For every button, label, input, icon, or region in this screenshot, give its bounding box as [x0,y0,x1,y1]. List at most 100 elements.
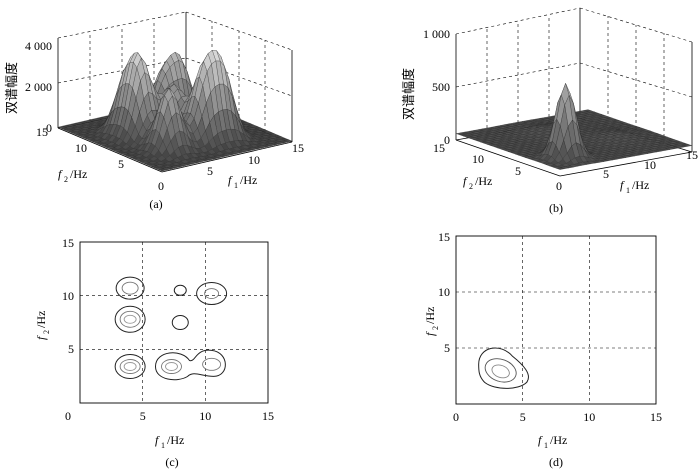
panel-d-xtick-0: 0 [453,410,459,424]
svg-text:f: f [538,433,543,447]
panel-c-ytick-1: 10 [62,289,74,303]
panel-b-xtick-2: 15 [686,148,698,162]
contour-line [114,305,146,333]
svg-text:/Hz: /Hz [475,174,492,188]
svg-text:1: 1 [626,186,630,195]
panel-b-ylabel: f 2 /Hz [463,174,492,191]
panel-d: 0 5 10 15 5 10 15 f 1 /Hz f 2 /Hz (d) [423,230,662,469]
contour-line [119,359,141,374]
panel-a-ztick-1: 2 000 [25,80,52,94]
contour-line [123,362,137,371]
panel-c-xtick-0: 0 [65,409,71,423]
svg-text:/Hz: /Hz [34,311,48,328]
panel-d-ytick-0: 5 [444,341,450,355]
panel-a-ztick-2: 4 000 [25,39,52,53]
panel-a-xlabel: f 1 /Hz [228,173,257,190]
surface-facet [556,167,565,170]
panel-d-frame [455,235,657,405]
panel-d-xtick-1: 5 [520,410,526,424]
contour-line [196,282,228,306]
panel-a-xtick-0: 5 [207,164,213,178]
panel-b-xtick-0: 5 [603,167,609,181]
panel-d-ylabel: f 2 /Hz [423,307,440,336]
panel-a-surface [57,50,293,172]
panel-d-xtick-2: 10 [583,410,595,424]
panel-b-ytick-3: 15 [433,141,445,155]
panel-a-xtick-1: 10 [248,153,260,167]
panel-c-contours [114,276,228,381]
contour-line [491,364,510,379]
contour-line [202,357,222,371]
svg-text:/Hz: /Hz [240,173,257,187]
svg-text:2: 2 [431,326,440,330]
panel-c-ytick-0: 5 [68,342,74,356]
panel-c-ytick-2: 15 [62,236,74,250]
svg-text:f: f [620,178,625,192]
svg-text:/Hz: /Hz [70,167,87,181]
panel-b-grid [455,7,693,143]
panel-b-ytick-0: 0 [556,179,562,193]
contour-line [161,359,182,374]
surface-facet [158,168,167,172]
panel-a-zlabel: 双谱幅度 [4,62,20,114]
svg-text:f: f [463,174,468,188]
svg-text:2: 2 [64,175,68,184]
contour-line [165,362,178,371]
panel-a-ytick-1: 5 [118,157,124,171]
panel-d-contours [478,347,529,389]
panel-d-grid [456,236,656,404]
panel-a-ytick-0: 0 [158,179,164,193]
svg-text:/Hz: /Hz [550,433,567,447]
panel-d-ytick-2: 15 [438,230,450,244]
panel-b-ytick-1: 5 [515,164,521,178]
panel-c-xtick-2: 10 [199,409,211,423]
panel-c: 0 5 10 15 5 10 15 f 1 /Hz f 2 /Hz (c) [34,236,274,469]
panel-a: 0 2 000 4 000 双谱幅度 15 10 5 0 5 10 15 f 2… [4,11,304,211]
panel-d-xlabel: f 1 /Hz [538,433,567,450]
svg-text:1: 1 [544,441,548,450]
panel-b-xtick-1: 10 [644,158,656,172]
panel-a-ytick-3: 15 [36,125,48,139]
contour-line [154,349,226,381]
contour-line [484,358,517,383]
panel-c-grid [80,242,268,403]
contour-line [115,276,145,300]
panel-a-xtick-2: 15 [292,141,304,155]
panel-b-ztick-1: 500 [432,80,450,94]
panel-d-ytick-1: 10 [438,285,450,299]
panel-d-xtick-3: 15 [650,410,662,424]
panel-c-ylabel: f 2 /Hz [34,311,51,340]
svg-text:/Hz: /Hz [632,178,649,192]
panel-a-caption: (a) [149,197,162,211]
svg-text:2: 2 [469,182,473,191]
panel-b-ztick-0: 0 [444,133,450,147]
contour-line [171,315,189,330]
panel-b: 0 500 1 000 双谱幅度 15 10 5 0 5 10 15 f 2 /… [401,7,698,215]
svg-text:f: f [58,167,63,181]
contour-line [121,281,139,295]
svg-text:1: 1 [234,181,238,190]
svg-text:1: 1 [161,441,165,450]
panel-d-caption: (d) [549,455,563,469]
panel-b-zlabel: 双谱幅度 [401,68,417,120]
panel-c-caption: (c) [165,455,178,469]
svg-text:f: f [423,331,437,336]
contour-line [478,347,529,389]
contour-line [173,284,187,296]
svg-text:/Hz: /Hz [167,433,184,447]
panel-c-xtick-3: 15 [262,409,274,423]
svg-text:f: f [228,173,233,187]
contour-line [119,310,141,328]
panel-c-xlabel: f 1 /Hz [155,433,184,450]
svg-text:2: 2 [42,330,51,334]
contour-line [114,354,146,380]
contour-line [204,288,220,299]
panel-b-xlabel: f 1 /Hz [620,178,649,195]
panel-a-ytick-2: 10 [75,141,87,155]
panel-a-ylabel: f 2 /Hz [58,167,87,184]
svg-text:/Hz: /Hz [423,307,437,324]
panel-b-caption: (b) [549,201,563,215]
svg-text:f: f [155,433,160,447]
contour-line [123,314,137,324]
